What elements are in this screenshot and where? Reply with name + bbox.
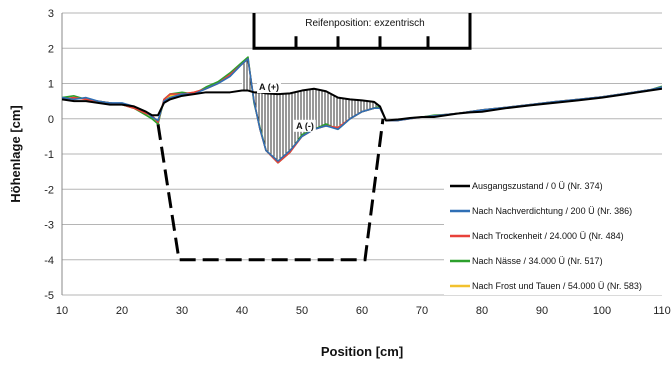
x-tick-label: 40 (236, 305, 248, 317)
y-tick-label: 1 (48, 79, 54, 91)
x-axis-label: Position [cm] (321, 344, 403, 359)
x-tick-label: 50 (296, 305, 308, 317)
series-lines (62, 56, 662, 164)
y-axis-label: Höhenlage [cm] (8, 105, 23, 203)
trench-outline (156, 118, 385, 262)
area-label-background (257, 81, 281, 94)
area-label: A (+) (259, 82, 279, 92)
y-tick-label: -4 (44, 255, 54, 267)
series-line (62, 87, 662, 122)
series-line (62, 58, 662, 162)
x-tick-label: 110 (653, 305, 671, 317)
legend-entry: Nach Trockenheit / 24.000 Ü (Nr. 484) (472, 231, 624, 241)
legend-box (444, 172, 662, 295)
y-tick-label: -5 (44, 290, 54, 302)
x-tick-label: 100 (593, 305, 611, 317)
x-tick-label: 60 (356, 305, 368, 317)
y-tick-label: -2 (44, 184, 54, 196)
x-tick-label: 10 (56, 305, 68, 317)
y-tick-label: 2 (48, 43, 54, 55)
x-tick-label: 20 (116, 305, 128, 317)
hatched-difference-area (242, 58, 380, 162)
y-tick-label: -3 (44, 220, 54, 232)
x-tick-label: 80 (476, 305, 488, 317)
y-tick-label: 0 (48, 114, 54, 126)
x-tick-label: 70 (416, 305, 428, 317)
area-label-background (294, 119, 316, 132)
x-tick-label: 90 (536, 305, 548, 317)
trench-outline-group (156, 118, 385, 262)
legend-entry: Ausgangszustand / 0 Ü (Nr. 374) (472, 181, 603, 191)
x-tick-label: 30 (176, 305, 188, 317)
tyre-position-label: Reifenposition: exzentrisch (305, 18, 425, 29)
legend-entry: Nach Frost und Tauen / 54.000 Ü (Nr. 583… (472, 281, 642, 291)
tyre-position-group (252, 13, 472, 50)
y-tick-label: -1 (44, 149, 54, 161)
y-tick-label: 3 (48, 8, 54, 20)
hatched-area-group (242, 58, 380, 162)
tyre-bracket (252, 13, 472, 50)
legend: Ausgangszustand / 0 Ü (Nr. 374) Nach Nach… (450, 181, 642, 291)
area-label: A (-) (296, 121, 314, 131)
legend-entry: Nach Nachverdichtung / 200 Ü (Nr. 386) (472, 206, 632, 216)
legend-entry: Nach Nässe / 34.000 Ü (Nr. 517) (472, 256, 603, 266)
annotations: Reifenposition: exzentrisch A (+) A (-) (257, 18, 425, 132)
